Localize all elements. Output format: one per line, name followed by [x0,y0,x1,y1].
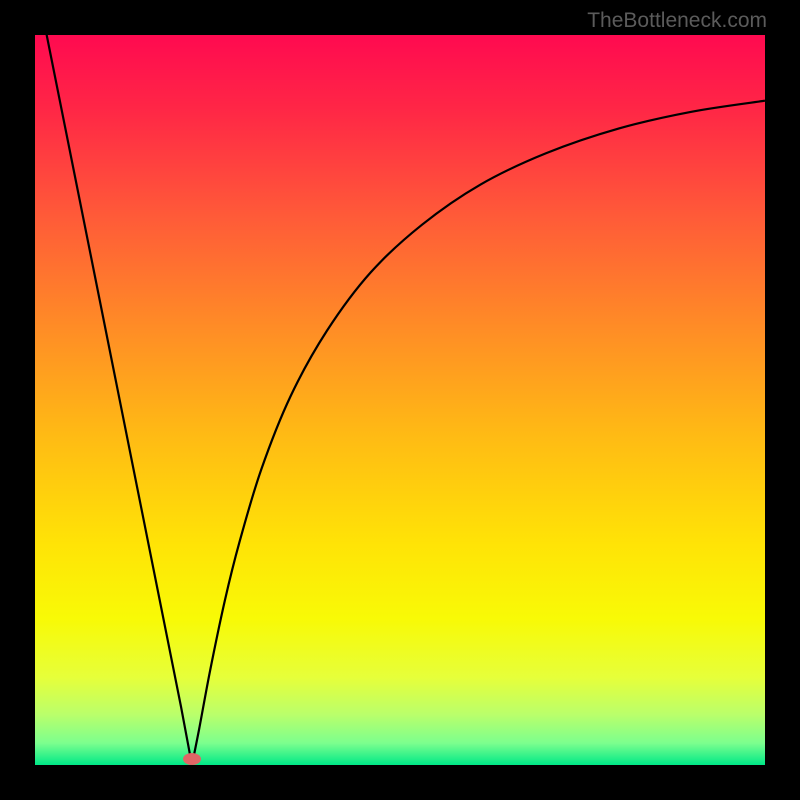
chart-canvas: TheBottleneck.com [0,0,800,800]
plot-area [35,35,765,765]
gradient-background [35,35,765,765]
watermark-text: TheBottleneck.com [587,9,767,33]
